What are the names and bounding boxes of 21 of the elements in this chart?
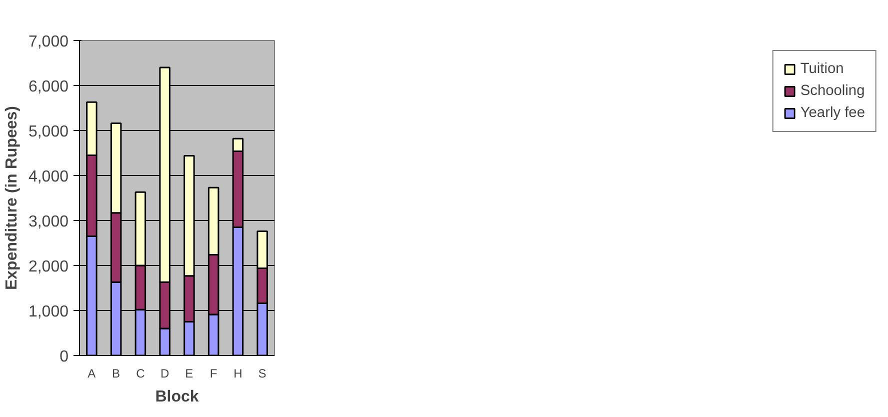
x-axis-title: Block (155, 388, 199, 406)
y-axis-title: Expenditure (in Rupees) (3, 106, 20, 290)
legend-label: Tuition (800, 61, 844, 77)
x-tick-label: A (88, 366, 96, 380)
y-tick-label: 6,000 (28, 78, 69, 96)
legend-label: Schooling (800, 83, 865, 99)
x-tick-label: F (210, 366, 218, 380)
x-tick-label: B (112, 366, 120, 380)
y-tick-label: 5,000 (28, 124, 69, 140)
y-tick-label: 2,000 (28, 258, 69, 276)
y-tick-label: 0 (60, 348, 69, 366)
x-tick-label: S (258, 366, 266, 380)
x-tick-label: E (185, 366, 194, 380)
legend-label: Yearly fee (800, 105, 865, 121)
y-tick-label: 4,000 (28, 168, 69, 186)
y-tick-label: 7,000 (28, 34, 69, 50)
x-tick-label: D (160, 366, 170, 380)
x-tick-label: C (136, 366, 146, 380)
y-tick-label: 1,000 (28, 304, 69, 320)
x-tick-label: H (234, 366, 242, 380)
y-tick-label: 3,000 (28, 214, 69, 230)
